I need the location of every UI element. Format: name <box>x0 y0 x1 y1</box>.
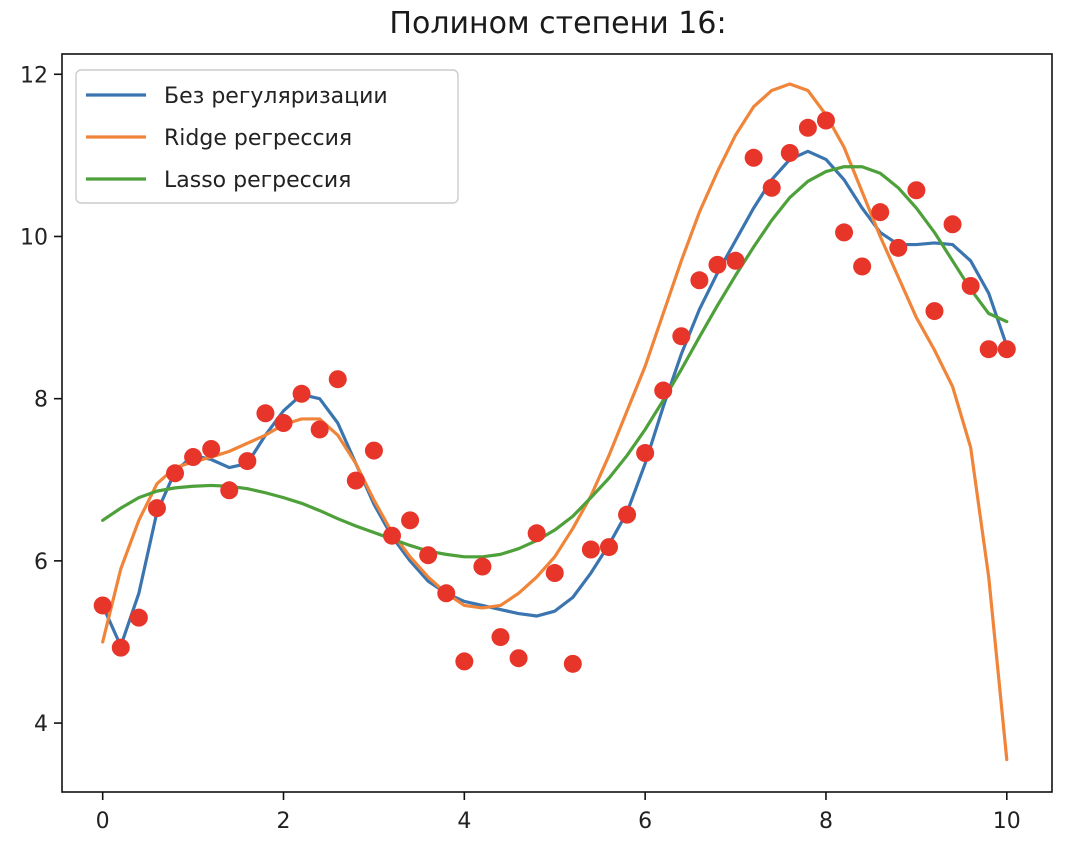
data-point <box>871 203 890 222</box>
data-point <box>690 271 709 290</box>
data-point <box>166 464 185 483</box>
y-tick-label: 4 <box>34 712 48 737</box>
series-line-3 <box>101 165 1009 559</box>
data-point <box>545 564 564 583</box>
data-point <box>346 471 365 490</box>
x-tick-label: 2 <box>277 809 291 834</box>
data-point <box>599 538 618 557</box>
data-point <box>111 638 130 657</box>
legend: Без регуляризации Ridge регрессия Lasso ре… <box>75 69 459 204</box>
data-point <box>310 420 329 439</box>
data-point <box>147 499 166 518</box>
data-point <box>202 439 221 458</box>
chart-title: Полином степени 16: <box>389 6 727 41</box>
axes-frame <box>61 53 1053 793</box>
data-point <box>220 481 239 500</box>
data-point <box>979 340 998 359</box>
data-point <box>491 628 510 647</box>
data-point <box>943 215 962 234</box>
data-point <box>889 238 908 257</box>
data-point <box>455 652 474 671</box>
data-point <box>907 181 926 200</box>
data-point <box>961 276 980 295</box>
data-point <box>328 370 347 389</box>
data-point <box>256 404 275 423</box>
data-point <box>726 251 745 270</box>
data-point <box>437 584 456 603</box>
legend-label-3: Lasso регрессия <box>164 168 351 193</box>
data-point <box>383 526 401 545</box>
data-point <box>672 327 691 346</box>
data-point <box>780 143 799 162</box>
data-point <box>509 649 528 668</box>
x-tick-label: 8 <box>819 809 833 834</box>
y-tick-label: 6 <box>34 550 48 575</box>
data-point <box>816 111 835 130</box>
data-point <box>708 255 727 274</box>
data-point <box>129 608 148 627</box>
x-tick-label: 0 <box>96 809 110 834</box>
y-tick-label: 12 <box>20 63 48 88</box>
x-tick-label: 6 <box>638 809 652 834</box>
series-line-2 <box>101 82 1009 762</box>
data-point <box>527 524 546 543</box>
data-point <box>238 452 257 471</box>
legend-label-2: Ridge регрессия <box>164 126 352 151</box>
data-point <box>997 340 1016 359</box>
data-point <box>419 546 438 565</box>
legend-box <box>75 69 459 204</box>
x-tick-label: 10 <box>993 809 1021 834</box>
data-point <box>364 441 383 460</box>
data-point <box>636 444 655 463</box>
data-point <box>563 654 582 673</box>
data-point <box>654 381 673 400</box>
data-point <box>274 414 293 432</box>
data-point <box>744 148 763 167</box>
axes: 0 2 4 6 8 10 4 6 8 10 12 <box>20 53 1053 834</box>
data-point <box>93 596 112 615</box>
data-point <box>835 223 854 242</box>
x-tick-label: 4 <box>457 809 471 834</box>
data-point <box>401 511 420 530</box>
series-line-1 <box>101 149 1009 648</box>
data-point <box>798 118 817 137</box>
data-point <box>473 557 492 576</box>
data-point <box>762 178 781 197</box>
data-point <box>184 448 203 467</box>
data-point <box>292 384 311 403</box>
data-point <box>853 257 872 276</box>
data-point <box>581 540 600 559</box>
legend-label-1: Без регуляризации <box>164 84 388 109</box>
y-tick-label: 10 <box>20 225 48 250</box>
data-point <box>925 302 944 321</box>
plot-area <box>93 82 1016 762</box>
y-tick-label: 8 <box>34 388 48 413</box>
data-point <box>618 505 637 524</box>
